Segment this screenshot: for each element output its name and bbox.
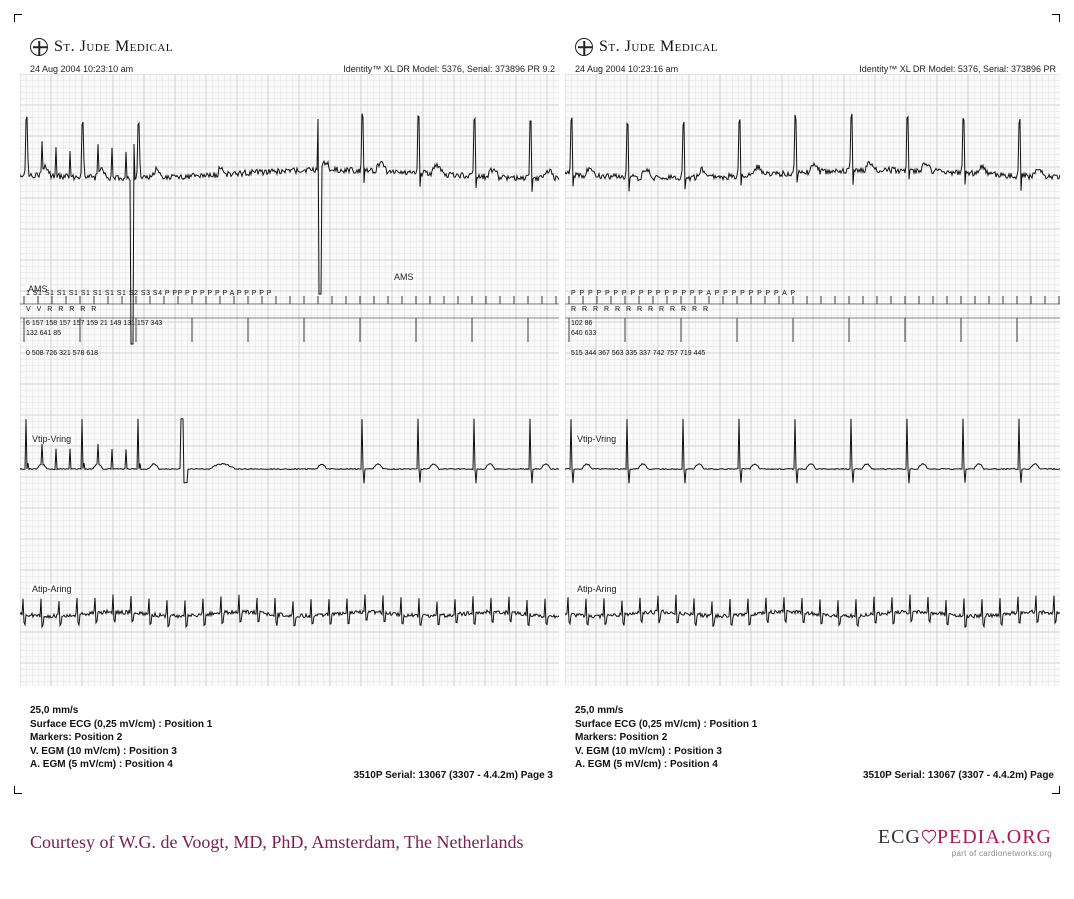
marker-row-3: 102 86: [571, 320, 1060, 327]
footer-line: Surface ECG (0,25 mV/cm) : Position 1: [575, 718, 757, 732]
courtesy-line: Courtesy of W.G. de Voogt, MD, PhD, Amst…: [30, 832, 523, 853]
marker-row-4: 515 344 367 563 335 337 742 757 719 445: [571, 350, 1060, 357]
ecg-grid-right: Vtip-Vring Atip-Aring P P P P P P P P P …: [565, 74, 1060, 686]
device-model: Identity™ XL DR Model: 5376, Serial: 373…: [859, 64, 1056, 74]
marker-row-4: 0 508 726 321 578 618: [26, 350, 559, 357]
vendor-name: St. Jude Medical: [599, 38, 718, 56]
printout-page: St. Jude Medical 24 Aug 2004 10:23:10 am…: [14, 14, 1060, 794]
ecg-svg-right: [565, 74, 1060, 686]
marker-row-2: R R R R R R R R R R R R R: [571, 306, 1060, 313]
site-logo: ECG PEDIA.ORG part of cardionetworks.org: [878, 826, 1052, 858]
timestamp: 24 Aug 2004 10:23:10 am: [30, 64, 133, 74]
footer-serial-left: 3510P Serial: 13067 (3307 - 4.4.2m) Page…: [354, 770, 553, 781]
atip-label: Atip-Aring: [575, 584, 619, 594]
ams-label-2: AMS: [392, 272, 416, 282]
footer-line: V. EGM (10 mV/cm) : Position 3: [30, 745, 212, 759]
panel-right: St. Jude Medical 24 Aug 2004 10:23:16 am…: [559, 14, 1060, 794]
site-logo-text: ECG PEDIA.ORG: [878, 826, 1052, 849]
footer-line: Markers: Position 2: [575, 731, 757, 745]
marker-row-1: 1 S1 S1 S1 S1 S1 S1 S1 S1 S2 S3 S4 P PP …: [26, 290, 559, 297]
ecg-grid-left: AMS AMS Vtip-Vring Atip-Aring 1 S1 S1 S1…: [20, 74, 559, 686]
vendor-logo: St. Jude Medical: [575, 38, 718, 56]
panel-left: St. Jude Medical 24 Aug 2004 10:23:10 am…: [14, 14, 559, 794]
site-logo-right: PEDIA.ORG: [937, 826, 1052, 848]
footer-line: Markers: Position 2: [30, 731, 212, 745]
vtip-label: Vtip-Vring: [30, 434, 73, 444]
footer-line: V. EGM (10 mV/cm) : Position 3: [575, 745, 757, 759]
sweep-speed: 25,0 mm/s: [575, 704, 757, 718]
footer-right: 25,0 mm/s Surface ECG (0,25 mV/cm) : Pos…: [575, 704, 757, 772]
footer-serial-right: 3510P Serial: 13067 (3307 - 4.4.2m) Page: [863, 770, 1054, 781]
heart-icon: [921, 828, 937, 844]
marker-row-3b: 640 633: [571, 330, 1060, 337]
site-logo-left: ECG: [878, 826, 921, 848]
marker-row-2: V V R R R R R: [26, 306, 559, 313]
logo-icon: [575, 38, 593, 56]
vtip-label: Vtip-Vring: [575, 434, 618, 444]
footer-left: 25,0 mm/s Surface ECG (0,25 mV/cm) : Pos…: [30, 704, 212, 772]
logo-icon: [30, 38, 48, 56]
marker-row-3b: 132 641 85: [26, 330, 559, 337]
footer-line: A. EGM (5 mV/cm) : Position 4: [575, 758, 757, 772]
marker-row-1: P P P P P P P P P P P P P P P P A P P P …: [571, 290, 1060, 297]
footer-line: A. EGM (5 mV/cm) : Position 4: [30, 758, 212, 772]
vendor-logo: St. Jude Medical: [30, 38, 173, 56]
device-model: Identity™ XL DR Model: 5376, Serial: 373…: [343, 64, 555, 74]
atip-label: Atip-Aring: [30, 584, 74, 594]
marker-row-3: 6 157 158 157 157 159 21 149 131 157 343: [26, 320, 559, 327]
sweep-speed: 25,0 mm/s: [30, 704, 212, 718]
timestamp: 24 Aug 2004 10:23:16 am: [575, 64, 678, 74]
footer-line: Surface ECG (0,25 mV/cm) : Position 1: [30, 718, 212, 732]
ecg-svg-left: [20, 74, 559, 686]
vendor-name: St. Jude Medical: [54, 38, 173, 56]
site-logo-sub: part of cardionetworks.org: [878, 849, 1052, 858]
